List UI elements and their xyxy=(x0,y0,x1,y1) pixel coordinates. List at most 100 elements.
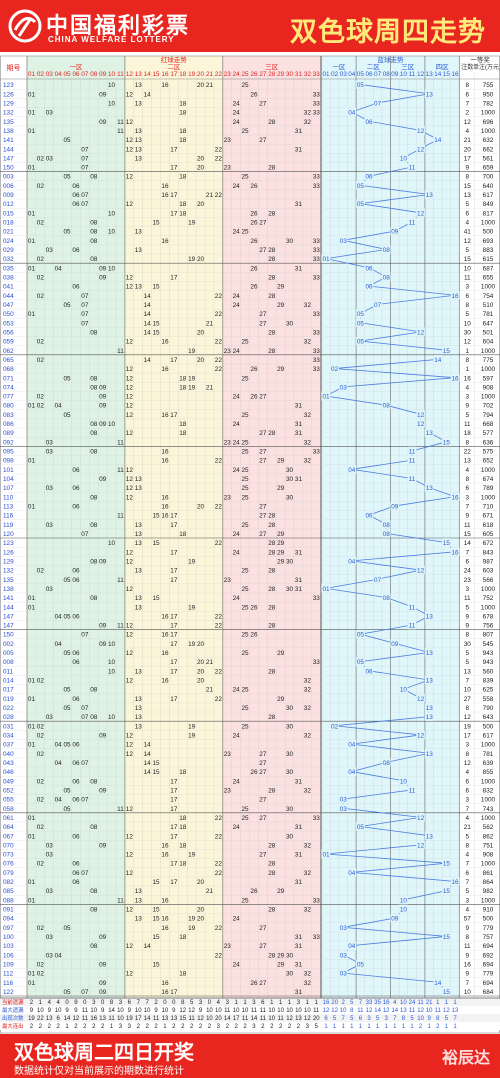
issue-number: 038 xyxy=(3,275,14,282)
red-ball-mark: 33 xyxy=(313,357,321,364)
prize-winners: 6 xyxy=(466,91,470,98)
blue-ball-bg xyxy=(356,181,365,190)
blue-ball-bg xyxy=(424,703,434,712)
prize-winners: 7 xyxy=(466,806,470,813)
red-ball-mark: 14 xyxy=(144,91,152,98)
blue-ball-mark: 05 xyxy=(357,311,365,318)
stats-row-bg xyxy=(0,998,500,1006)
blue-ball-mark: 11 xyxy=(409,787,416,794)
red-number-header: 31 xyxy=(295,71,303,78)
red-ball-mark: 01 xyxy=(28,897,36,904)
issue-number: 056 xyxy=(3,329,14,336)
prize-winners: 5 xyxy=(466,659,470,666)
red-ball-mark: 14 xyxy=(144,302,152,309)
issue-number: 086 xyxy=(3,421,14,428)
blue-trend-line xyxy=(324,84,456,992)
red-number-header: 23 xyxy=(224,71,232,78)
red-ball-mark: 18 xyxy=(179,201,187,208)
issue-number: 024 xyxy=(3,238,14,245)
red-number-header: 24 xyxy=(233,71,241,78)
red-ball-mark: 11 xyxy=(117,513,124,520)
blue-ball-bg xyxy=(450,492,460,502)
red-ball-mark: 17 xyxy=(170,577,178,584)
stats-red-value: 10 xyxy=(295,1008,302,1014)
red-ball-mark: 27 xyxy=(259,925,267,932)
red-ball-mark: 14 xyxy=(144,311,152,318)
red-ball-mark: 01 xyxy=(28,879,36,886)
prize-winners: 13 xyxy=(464,458,472,465)
red-ball-mark: 02 xyxy=(37,568,45,575)
stats-blue-value: 12 xyxy=(331,1008,338,1014)
stats-red-value: 19 xyxy=(126,1016,133,1022)
stats-blue-value: 12 xyxy=(417,1008,424,1014)
blue-ball-mark: 15 xyxy=(443,540,451,547)
prize-winners: 15 xyxy=(464,183,472,190)
red-ball-mark: 25 xyxy=(241,705,249,712)
blue-ball-mark: 13 xyxy=(426,613,434,620)
blue-ball-bg xyxy=(433,135,443,144)
red-ball-mark: 15 xyxy=(152,540,160,547)
red-ball-mark: 04 xyxy=(55,760,63,767)
blue-ball-mark: 11 xyxy=(409,458,416,465)
red-ball-mark: 26 xyxy=(250,238,258,245)
blue-ball-bg xyxy=(424,483,434,492)
stats-red-value: 2 xyxy=(208,1024,212,1030)
red-ball-mark: 23 xyxy=(224,577,232,584)
blue-ball-mark: 12 xyxy=(417,733,425,740)
stats-red-value: 1 xyxy=(163,1024,167,1030)
stats-blue-value: 5 xyxy=(445,1016,449,1022)
blue-ball-mark: 03 xyxy=(340,925,348,932)
red-ball-mark: 26 xyxy=(250,980,258,987)
issue-number: 067 xyxy=(3,833,14,840)
prize-amount: 617 xyxy=(483,192,494,199)
red-ball-mark: 27 xyxy=(259,311,267,318)
prize-winners: 8 xyxy=(466,751,470,758)
stats-red-value: 13 xyxy=(162,1016,169,1022)
red-ball-mark: 09 xyxy=(99,989,107,996)
issue-number: 032 xyxy=(3,256,14,263)
issue-number: 095 xyxy=(3,449,14,456)
blue-number-header: 15 xyxy=(443,71,451,78)
blue-ball-bg xyxy=(381,758,391,767)
red-ball-mark: 19 xyxy=(188,641,196,648)
red-ball-mark: 21 xyxy=(206,659,214,666)
blue-ball-bg xyxy=(442,886,451,895)
red-ball-mark: 31 xyxy=(295,146,303,153)
red-ball-mark: 16 xyxy=(161,339,169,346)
red-ball-mark: 08 xyxy=(90,907,98,914)
red-ball-mark: 05 xyxy=(63,925,71,932)
stats-blue-value: 16 xyxy=(383,1000,390,1006)
red-number-header: 04 xyxy=(55,71,63,78)
stats-red-value: 5 xyxy=(190,1000,194,1006)
issue-number: 147 xyxy=(3,623,14,630)
stats-blue-value: 1 xyxy=(385,1024,389,1030)
red-ball-mark: 06 xyxy=(72,870,80,877)
issue-number: 040 xyxy=(3,751,14,758)
stats-red-value: 3 xyxy=(252,1000,256,1006)
red-ball-mark: 16 xyxy=(161,650,169,657)
prize-winners: 14 xyxy=(464,540,472,547)
red-ball-mark: 13 xyxy=(135,155,143,162)
red-number-header: 11 xyxy=(117,71,124,78)
issue-number: 022 xyxy=(3,705,14,712)
red-ball-mark: 28 xyxy=(268,430,276,437)
blue-number-header: 11 xyxy=(409,71,416,78)
red-ball-mark: 09 xyxy=(99,394,107,401)
red-ball-mark: 18 xyxy=(179,110,187,117)
blue-ball-mark: 15 xyxy=(443,348,451,355)
red-ball-mark: 24 xyxy=(233,916,241,923)
red-ball-mark: 24 xyxy=(233,733,241,740)
red-ball-mark: 05 xyxy=(63,650,71,657)
red-ball-mark: 24 xyxy=(233,687,241,694)
prize-winners: 8 xyxy=(466,632,470,639)
prize-amount: 671 xyxy=(483,513,494,520)
red-ball-mark: 12 xyxy=(126,119,134,126)
prize-amount: 910 xyxy=(483,907,494,914)
blue-ball-bg xyxy=(330,721,339,731)
red-ball-mark: 09 xyxy=(99,275,107,282)
stats-red-value: 3 xyxy=(217,1024,221,1030)
prize-amount: 710 xyxy=(483,504,494,511)
red-ball-mark: 18 xyxy=(179,210,187,217)
red-ball-mark: 12 xyxy=(126,412,134,419)
issue-number: 041 xyxy=(3,284,14,291)
